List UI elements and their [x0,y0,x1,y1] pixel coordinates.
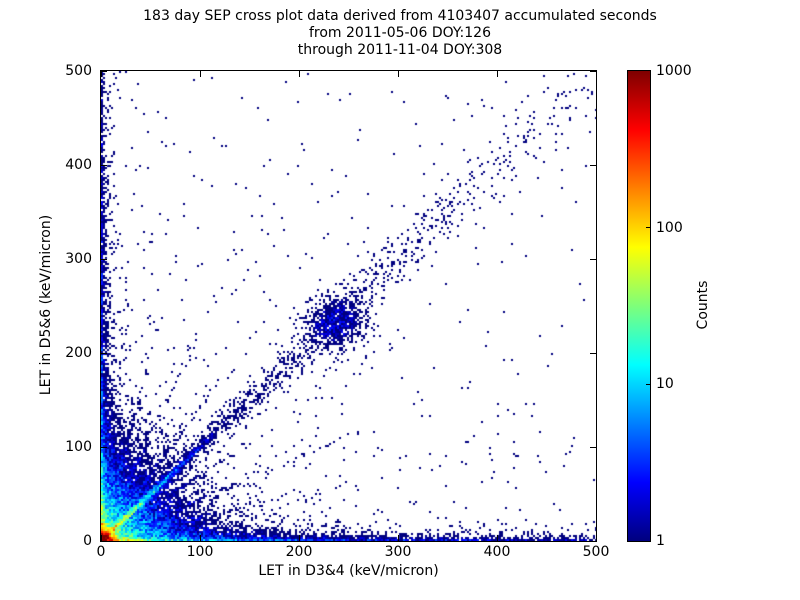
colorbar-tick-mark [646,227,650,229]
colorbar-tick-label: 1000 [656,63,692,79]
colorbar-tick-label: 1 [656,533,665,549]
x-axis-tick-label: 300 [384,544,412,560]
y-tick-mark-right [590,352,596,354]
y-axis-tick-label: 400 [65,157,92,173]
x-tick-mark [397,535,399,541]
x-axis-label: LET in D3&4 (keV/micron) [258,563,439,579]
plot-area [100,70,597,542]
x-tick-mark-top [397,71,399,77]
y-tick-mark-right [590,258,596,260]
y-tick-mark-right [590,164,596,166]
colorbar-gradient [628,71,650,541]
colorbar-label: Counts [695,280,711,330]
x-tick-mark [199,535,201,541]
y-tick-mark [101,352,107,354]
y-tick-mark [101,540,107,542]
chart-title-line3: through 2011-11-04 DOY:308 [297,42,503,58]
y-tick-mark [101,164,107,166]
chart-title-line2: from 2011-05-06 DOY:126 [308,25,491,41]
x-tick-mark-top [298,71,300,77]
colorbar-tick-mark [646,383,650,385]
x-tick-mark-top [496,71,498,77]
x-tick-mark [298,535,300,541]
y-tick-mark-right [590,540,596,542]
y-tick-mark-right [590,446,596,448]
y-axis-tick-label: 0 [83,533,92,549]
y-tick-mark-right [590,70,596,72]
x-tick-mark [100,535,102,541]
x-tick-mark-top [199,71,201,77]
x-tick-mark [595,535,597,541]
y-tick-mark [101,70,107,72]
y-axis-tick-label: 300 [65,251,92,267]
colorbar-tick-label: 10 [656,376,674,393]
y-tick-mark [101,258,107,260]
x-tick-mark-top [595,71,597,77]
colorbar [627,70,651,542]
y-axis-tick-label: 500 [65,63,92,79]
y-axis-tick-label: 200 [65,345,92,361]
x-tick-mark [496,535,498,541]
scatter-canvas [101,71,596,541]
x-axis-tick-label: 500 [582,544,610,560]
y-axis-label: LET in D5&6 (keV/micron) [38,214,54,396]
y-tick-mark [101,446,107,448]
x-axis-tick-label: 100 [186,544,214,560]
x-axis-tick-label: 200 [285,544,313,560]
x-axis-tick-label: 400 [483,544,511,560]
y-axis-tick-label: 100 [65,439,92,455]
x-axis-tick-label: 0 [96,544,106,560]
chart-title-line1: 183 day SEP cross plot data derived from… [143,8,657,24]
chart-title: 183 day SEP cross plot data derived from… [0,8,800,59]
colorbar-tick-label: 100 [656,219,683,236]
x-tick-mark-top [100,71,102,77]
